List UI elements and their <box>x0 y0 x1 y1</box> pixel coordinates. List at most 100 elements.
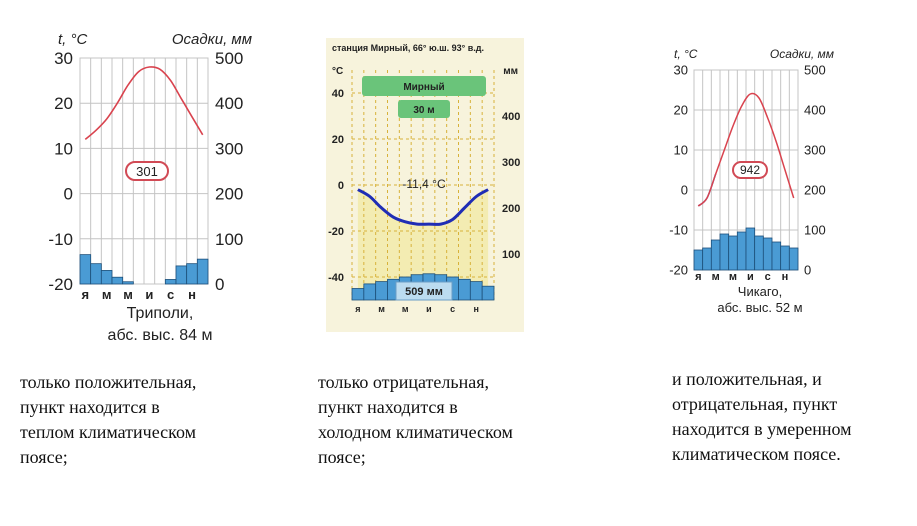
precip-bar <box>702 247 712 271</box>
plot-frame <box>79 57 209 285</box>
caption-line: пункт находится в <box>318 397 458 417</box>
month-label: и <box>426 304 432 314</box>
precip-bar <box>175 265 188 285</box>
caption-line: только отрицательная, <box>318 372 489 392</box>
precip-bar <box>186 263 198 285</box>
precip-bar <box>788 247 799 271</box>
precip-bar <box>693 249 704 271</box>
y-tick-left: -20 <box>328 226 344 238</box>
precip-bar <box>710 239 721 271</box>
precip-total-value: 301 <box>136 164 158 179</box>
precip-total-badge <box>125 161 169 181</box>
precip-bar <box>90 263 102 285</box>
month-label: я <box>82 287 90 302</box>
precip-total-box <box>395 281 453 301</box>
month-label: н <box>188 287 196 302</box>
altitude-box <box>398 100 450 118</box>
y-left-label: t, °C <box>58 31 88 48</box>
y-tick-left: -40 <box>328 272 344 284</box>
altitude-label: абс. выс. 52 м <box>717 300 802 315</box>
month-label: с <box>167 287 174 302</box>
y-tick-left: 20 <box>674 103 688 118</box>
y-right-label: мм <box>503 66 518 77</box>
month-label: м <box>729 271 737 283</box>
month-label: м <box>712 271 720 283</box>
caption-cold: только отрицательная, пункт находится в … <box>318 370 513 470</box>
month-label: я <box>695 271 701 283</box>
precip-bar <box>363 283 377 301</box>
y-tick-left: -10 <box>48 230 73 249</box>
temperature-line <box>84 66 204 141</box>
precip-bar <box>481 285 495 301</box>
caption-line: отрицательная, пункт <box>672 394 838 414</box>
precip-bar <box>111 276 124 285</box>
y-tick-right: 0 <box>804 263 811 278</box>
place-label: Триполи, <box>127 305 194 322</box>
precip-total-value: 509 мм <box>405 286 443 298</box>
y-tick-right: 0 <box>215 275 224 294</box>
y-tick-right: 200 <box>215 185 243 204</box>
month-label: я <box>355 304 360 314</box>
month-label: с <box>450 304 455 314</box>
caption-line: поясе; <box>318 447 366 467</box>
precip-total-badge <box>732 161 768 179</box>
chart-tripoli: t, °C Осадки, мм 30 20 10 0 -10 -20 500 400 300… <box>40 18 260 348</box>
precip-total-value: 942 <box>740 163 760 177</box>
precip-bar <box>100 270 113 285</box>
y-tick-left: 0 <box>338 180 344 192</box>
y-tick-right: 400 <box>215 94 243 113</box>
y-tick-left: -10 <box>669 223 688 238</box>
y-tick-right: 200 <box>502 203 520 215</box>
y-tick-left: -20 <box>48 275 73 294</box>
precip-bar <box>728 235 738 271</box>
chart-mirny-svg: станция Мирный, 66° ю.ш. 93° в.д. °С мм … <box>328 43 520 314</box>
y-tick-left: -20 <box>669 263 688 278</box>
chart-mirny: станция Мирный, 66° ю.ш. 93° в.д. °С мм … <box>326 38 524 332</box>
month-label: м <box>102 287 112 302</box>
caption-warm: только положительная, пункт находится в … <box>20 370 196 470</box>
y-tick-right: 400 <box>502 111 520 123</box>
precip-bar <box>196 258 209 285</box>
caption-temperate: и положительная, и отрицательная, пункт … <box>672 367 852 467</box>
y-tick-right: 100 <box>215 230 243 249</box>
precip-bar <box>458 278 471 301</box>
month-label: и <box>145 287 153 302</box>
y-tick-right: 500 <box>804 63 826 78</box>
station-title: станция Мирный, 66° ю.ш. 93° в.д. <box>332 43 484 53</box>
precip-bar <box>762 237 773 271</box>
station-name: Мирный <box>403 82 444 93</box>
y-right-label: Осадки, мм <box>770 47 834 61</box>
y-tick-right: 300 <box>502 157 520 169</box>
month-label: с <box>765 271 771 283</box>
altitude-label: абс. выс. 84 м <box>108 327 213 344</box>
y-tick-right: 500 <box>215 49 243 68</box>
temperature-line <box>697 92 795 207</box>
month-label: м <box>378 304 385 314</box>
precip-bar <box>164 279 177 285</box>
y-tick-left: 0 <box>681 183 688 198</box>
y-tick-right: 100 <box>502 249 520 261</box>
y-tick-left: 20 <box>332 134 344 146</box>
station-name-box <box>362 76 486 96</box>
precip-bar <box>375 281 388 301</box>
y-tick-left: 30 <box>54 49 73 68</box>
precip-bar <box>79 254 92 285</box>
y-tick-left: 40 <box>332 88 344 100</box>
y-right-label: Осадки, мм <box>172 31 252 48</box>
precip-bar <box>736 231 747 271</box>
caption-line: холодном климатическом <box>318 422 513 442</box>
month-label: и <box>747 271 754 283</box>
y-tick-right: 300 <box>804 143 826 158</box>
caption-line: и положительная, и <box>672 369 822 389</box>
mean-temp-label: -11,4 °С <box>402 177 446 191</box>
place-label: Чикаго, <box>738 284 782 299</box>
temperature-line <box>357 188 489 226</box>
precip-bar <box>771 241 782 271</box>
caption-line: пункт находится в <box>20 397 160 417</box>
caption-line: только положительная, <box>20 372 197 392</box>
precip-bar <box>780 245 790 271</box>
y-left-label: °С <box>332 66 343 77</box>
altitude-label: 30 м <box>413 105 434 116</box>
y-tick-left: 20 <box>54 94 73 113</box>
